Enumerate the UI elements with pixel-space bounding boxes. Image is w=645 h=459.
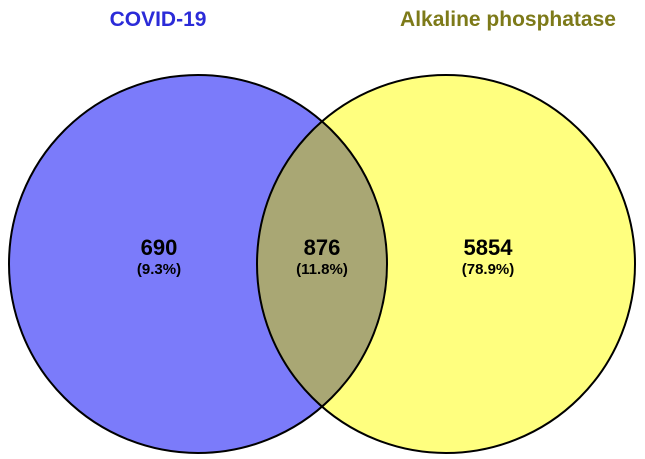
overlap-percent: (11.8%) <box>296 261 348 278</box>
overlap-count: 876 <box>304 235 341 260</box>
set-title-covid19: COVID-19 <box>110 8 207 31</box>
overlap-region <box>257 75 387 453</box>
set-title-alkaline-phosphatase: Alkaline phosphatase <box>400 8 616 31</box>
alkaline-phosphatase-outline <box>256 74 636 454</box>
right-only-count: 5854 <box>464 235 514 260</box>
covid19-outline <box>8 74 388 454</box>
left-only-percent: (9.3%) <box>137 261 181 278</box>
left-only-count: 690 <box>141 235 178 260</box>
right-only-percent: (78.9%) <box>462 261 515 278</box>
